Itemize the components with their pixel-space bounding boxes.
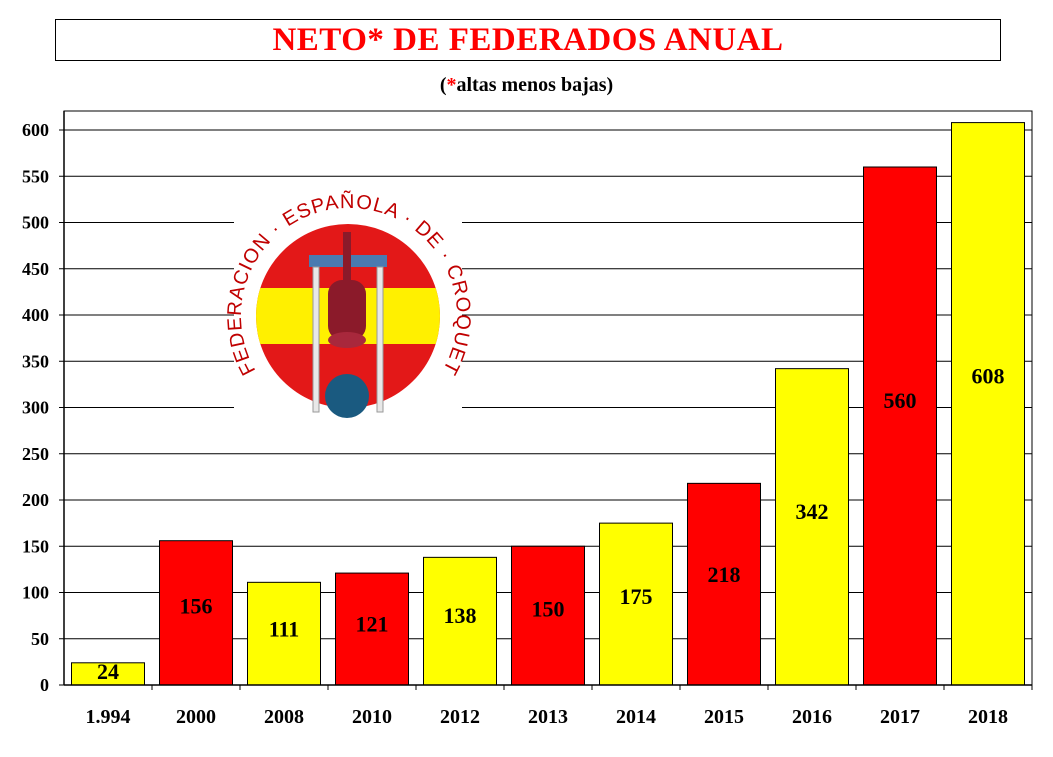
x-category-label: 1.994 bbox=[86, 706, 131, 728]
bar-2000 bbox=[159, 540, 233, 686]
y-tick-label: 200 bbox=[22, 490, 49, 510]
x-category-label: 2013 bbox=[528, 706, 568, 728]
bar-value-label: 138 bbox=[444, 603, 477, 628]
logo-ball bbox=[325, 374, 369, 418]
y-tick-label: 300 bbox=[22, 398, 49, 418]
x-category-label: 2008 bbox=[264, 706, 304, 728]
y-tick-label: 550 bbox=[22, 166, 49, 186]
logo-hoop-right bbox=[376, 266, 384, 413]
bar-value-label: 342 bbox=[796, 499, 829, 524]
bar-value-label: 156 bbox=[180, 594, 213, 619]
y-tick-label: 150 bbox=[22, 536, 49, 556]
x-category-label: 2015 bbox=[704, 706, 744, 728]
x-category-label: 2014 bbox=[616, 706, 656, 728]
y-tick-label: 500 bbox=[22, 213, 49, 233]
y-tick-label: 600 bbox=[22, 120, 49, 140]
bar-value-label: 218 bbox=[708, 562, 741, 587]
chart-title: NETO* DE FEDERADOS ANUAL bbox=[272, 22, 784, 58]
bar-value-label: 111 bbox=[269, 617, 300, 642]
y-tick-label: 250 bbox=[22, 444, 49, 464]
y-tick-label: 100 bbox=[22, 583, 49, 603]
subtitle-star: * bbox=[446, 74, 457, 96]
bar-value-label: 121 bbox=[356, 611, 389, 636]
bar-value-label: 608 bbox=[972, 364, 1005, 389]
y-tick-label: 400 bbox=[22, 305, 49, 325]
bars: 24 156 111 121 138 150 175 218 342 560 608 bbox=[71, 122, 1025, 686]
subtitle-text: altas menos bajas) bbox=[456, 74, 614, 96]
y-tick-label: 450 bbox=[22, 259, 49, 279]
y-tick-label: 50 bbox=[31, 629, 49, 649]
y-tick-label: 0 bbox=[40, 675, 49, 695]
bar-2008 bbox=[247, 581, 321, 686]
x-category-label: 2016 bbox=[792, 706, 832, 728]
bar-2010 bbox=[335, 572, 409, 686]
bar-value-label: 150 bbox=[532, 597, 565, 622]
bar-2018 bbox=[951, 122, 1025, 686]
federation-logo: FEDERACION · ESPAÑOLA · DE · CROQUET bbox=[224, 189, 473, 418]
bar-value-label: 175 bbox=[620, 584, 653, 609]
bar-2016 bbox=[775, 368, 849, 686]
bar-value-label: 560 bbox=[884, 388, 917, 413]
bar-2015 bbox=[687, 482, 761, 686]
y-tick-label: 350 bbox=[22, 351, 49, 371]
chart-subtitle: (*altas menos bajas) bbox=[0, 74, 1053, 97]
subtitle-open-paren: ( bbox=[439, 74, 447, 96]
x-category-label: 2018 bbox=[968, 706, 1008, 728]
bar-2013 bbox=[511, 545, 585, 686]
bar-2014 bbox=[599, 522, 673, 686]
logo-mallet-head bbox=[328, 280, 366, 340]
bar-2012 bbox=[423, 556, 497, 686]
bar-value-label: 24 bbox=[97, 659, 119, 684]
x-category-label: 2017 bbox=[880, 706, 920, 728]
x-category-label: 2000 bbox=[176, 706, 216, 728]
bar-2017 bbox=[863, 166, 937, 686]
logo-mallet-shaft bbox=[343, 232, 351, 282]
logo-hoop-left bbox=[312, 266, 320, 413]
logo-mallet-face bbox=[328, 332, 366, 348]
x-category-label: 2010 bbox=[352, 706, 392, 728]
axes: 0 50 100 150 200 250 300 350 400 450 500 550 600 1.99… bbox=[22, 111, 1033, 728]
title-box: NETO* DE FEDERADOS ANUAL bbox=[55, 19, 1001, 61]
x-category-label: 2012 bbox=[440, 706, 480, 728]
